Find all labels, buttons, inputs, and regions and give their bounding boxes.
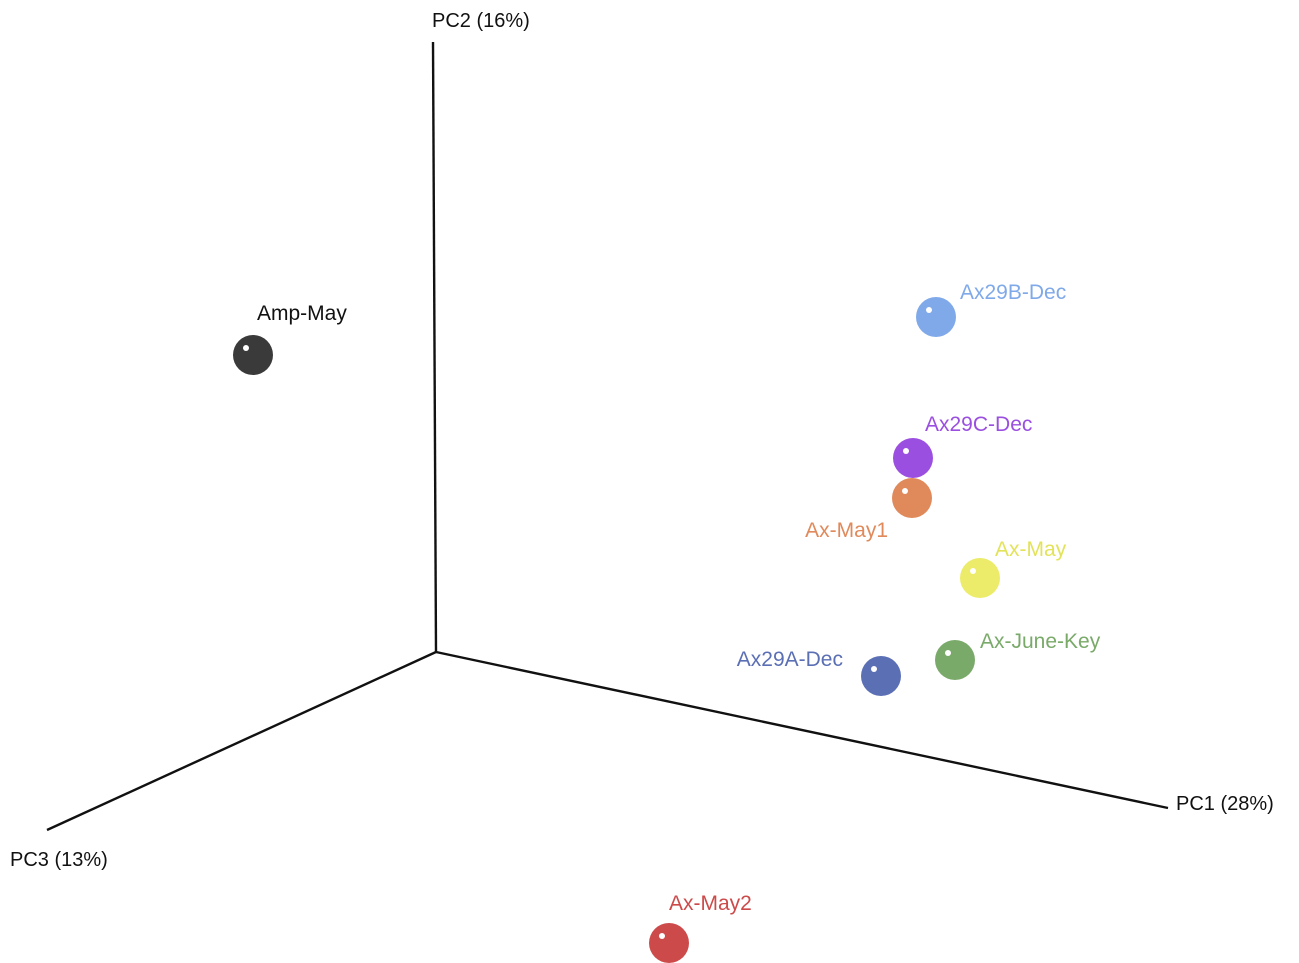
pc1-axis-label: PC1 (28%) <box>1176 793 1274 815</box>
point-highlight <box>945 650 951 656</box>
point-marker <box>649 923 689 963</box>
point-label: Ax-May <box>995 538 1067 561</box>
point-label: Amp-May <box>257 302 347 325</box>
point-label: Ax29A-Dec <box>737 648 843 671</box>
point-highlight <box>970 568 976 574</box>
point-highlight <box>243 345 249 351</box>
point-marker <box>861 656 901 696</box>
point-label: Ax29C-Dec <box>925 413 1032 436</box>
pc3-axis-label: PC3 (13%) <box>10 849 108 871</box>
point-label: Ax-June-Key <box>980 630 1101 653</box>
point-marker <box>935 640 975 680</box>
point-marker <box>916 297 956 337</box>
pc2-axis-label: PC2 (16%) <box>432 10 530 32</box>
point-label: Ax29B-Dec <box>960 281 1066 304</box>
point-amp-may: Amp-May <box>233 302 347 375</box>
point-ax-may2: Ax-May2 <box>649 892 752 963</box>
point-ax29c-dec: Ax29C-Dec <box>893 413 1032 478</box>
pc3-axis-line <box>46 650 437 832</box>
point-label: Ax-May1 <box>805 519 888 542</box>
point-ax29a-dec: Ax29A-Dec <box>737 648 901 696</box>
point-marker <box>960 558 1000 598</box>
point-marker <box>893 438 933 478</box>
point-highlight <box>926 307 932 313</box>
data-points-layer: Ax29B-Dec Ax29C-Dec Ax-May1 Ax-May Ax-June-K… <box>233 281 1101 963</box>
pc1-axis-line <box>435 650 1169 810</box>
point-ax-june-key: Ax-June-Key <box>935 630 1101 680</box>
point-highlight <box>659 933 665 939</box>
pc2-axis-line <box>431 41 438 653</box>
point-highlight <box>903 448 909 454</box>
point-ax-may: Ax-May <box>960 538 1067 598</box>
point-label: Ax-May2 <box>669 892 752 915</box>
point-highlight <box>902 488 908 494</box>
point-highlight <box>871 666 877 672</box>
point-marker <box>892 478 932 518</box>
point-ax29b-dec: Ax29B-Dec <box>916 281 1066 337</box>
point-marker <box>233 335 273 375</box>
point-ax-may1: Ax-May1 <box>805 478 932 542</box>
